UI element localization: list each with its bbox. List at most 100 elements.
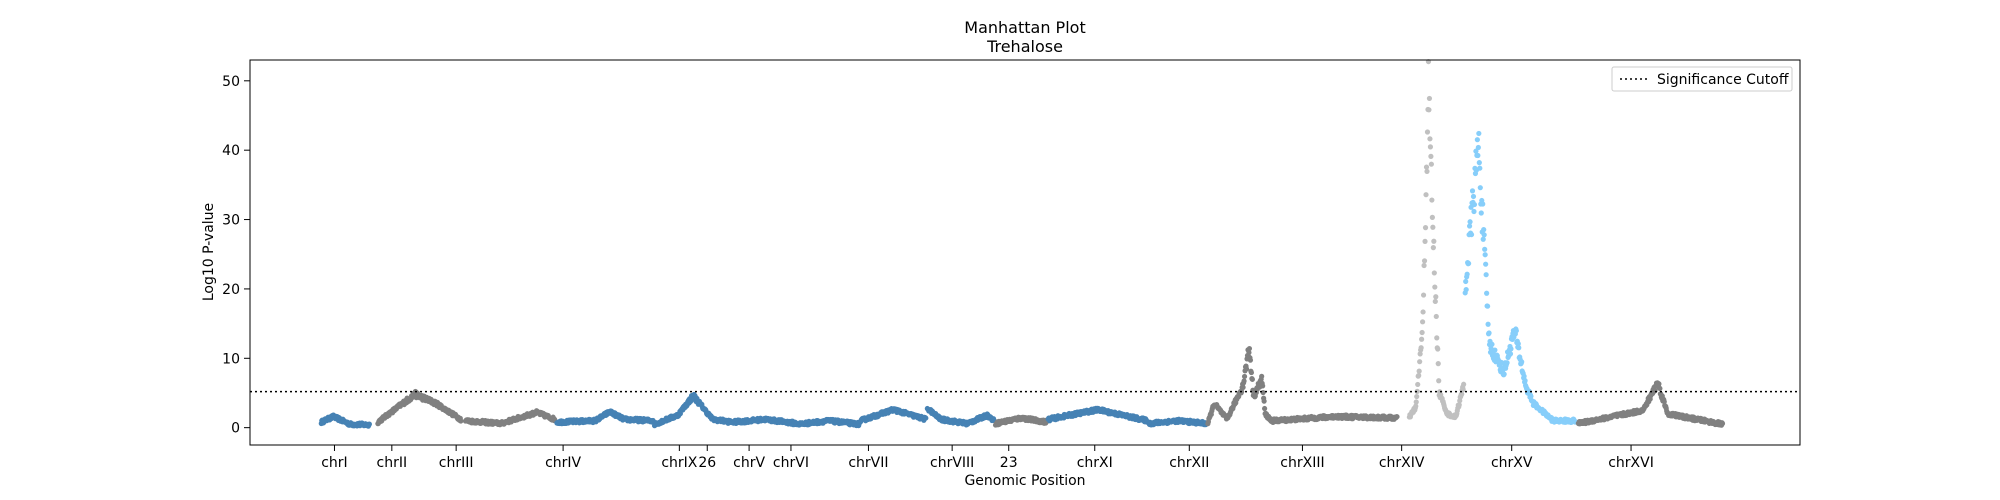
data-point [1481,232,1487,238]
x-tick-label: chrV [733,455,765,471]
data-point [1482,246,1488,252]
data-point [1483,272,1489,278]
data-point [1519,359,1525,365]
data-point [1719,420,1726,427]
data-point [1482,252,1488,258]
data-point [1435,346,1441,352]
data-point [1473,148,1479,154]
data-point [1474,137,1480,143]
data-point [1426,95,1433,102]
chromosome-points-chrXI [1146,416,1209,428]
data-point [1528,393,1534,399]
chromosome-points-chrXVI [1575,380,1726,428]
y-tick-label: 40 [222,143,240,159]
data-point [923,415,929,421]
y-axis: 0 10 20 30 40 50 [222,74,250,437]
data-point [1421,262,1427,269]
data-point [1508,346,1514,352]
data-point [1515,341,1521,347]
data-point [1434,335,1440,341]
x-tick-label: chrI [321,455,347,471]
chromosome-points-chrIX [651,391,735,429]
data-point [1466,260,1472,267]
data-point [1522,378,1528,384]
y-tick-label: 30 [222,213,240,229]
data-point [1466,223,1473,229]
chromosome-points-chrXII [1205,345,1275,427]
data-point [1422,238,1428,244]
data-point [1246,349,1252,356]
data-point [1419,329,1425,336]
data-point [1432,284,1438,290]
data-point [1260,383,1266,389]
data-point [1459,391,1465,397]
data-point [1260,389,1266,396]
chromosome-points-chrIII [462,408,558,428]
data-point [1481,227,1487,233]
x-tick-label: chrIX [661,455,697,471]
data-point [1422,225,1429,231]
data-point [1476,130,1482,137]
data-point [1431,270,1437,276]
data-point [1477,185,1483,191]
x-tick-label: chrVIII [930,455,974,471]
data-point [1475,144,1481,151]
y-tick-label: 10 [222,351,240,367]
chromosome-points-chrXIV [1406,58,1467,421]
data-point [1430,224,1436,230]
data-point [1478,210,1484,216]
data-point [1426,107,1432,113]
data-point [1420,319,1426,325]
data-point [1423,192,1429,198]
data-point [1420,292,1427,298]
x-tick-label: chrVI [773,455,809,471]
x-tick-label: 26 [698,455,716,471]
data-point [1427,144,1434,150]
chromosome-points-23 [1045,405,1151,425]
data-point [1513,328,1519,334]
chart-title: Manhattan Plot [964,18,1085,37]
chromosome-points-chrXIII [1270,412,1400,425]
data-point [1248,369,1255,376]
x-tick-label: chrXIII [1280,455,1324,471]
data-point [1461,381,1467,387]
data-point [1476,160,1482,166]
data-point [1413,399,1419,405]
data-point [1463,287,1469,293]
data-point [1489,341,1495,347]
data-point [1429,197,1435,203]
data-point [1470,193,1477,200]
data-point [1247,357,1254,363]
data-point [1507,351,1514,357]
data-point [1485,321,1491,327]
data-point [1241,378,1247,384]
data-point [1475,152,1481,159]
x-tick-label: chrXVI [1608,455,1654,471]
data-point [1433,294,1439,300]
data-point [1486,330,1492,336]
x-tick-label: 23 [1000,455,1018,471]
data-point [1485,303,1491,309]
points-layer [318,58,1726,429]
legend: Significance Cutoff [1611,66,1793,92]
data-point [1424,129,1431,135]
data-point [1652,388,1658,394]
chromosome-points-chrXV [1462,130,1578,425]
chromosome-points-26 [731,415,800,428]
data-point [1436,378,1442,384]
data-point [1433,313,1439,320]
data-point [1468,231,1475,238]
data-point [1521,373,1527,379]
plot-frame [249,59,1801,446]
data-point [1480,236,1486,242]
data-point [1492,347,1498,353]
data-point [1429,214,1435,220]
data-point [1516,345,1522,351]
data-point [1463,278,1469,285]
data-point [1423,164,1430,170]
chromosome-points-chrIV [554,408,656,427]
x-tick-label: chrIV [545,455,581,471]
data-point [1469,188,1476,194]
data-point [1261,398,1267,404]
data-point [1249,376,1255,382]
